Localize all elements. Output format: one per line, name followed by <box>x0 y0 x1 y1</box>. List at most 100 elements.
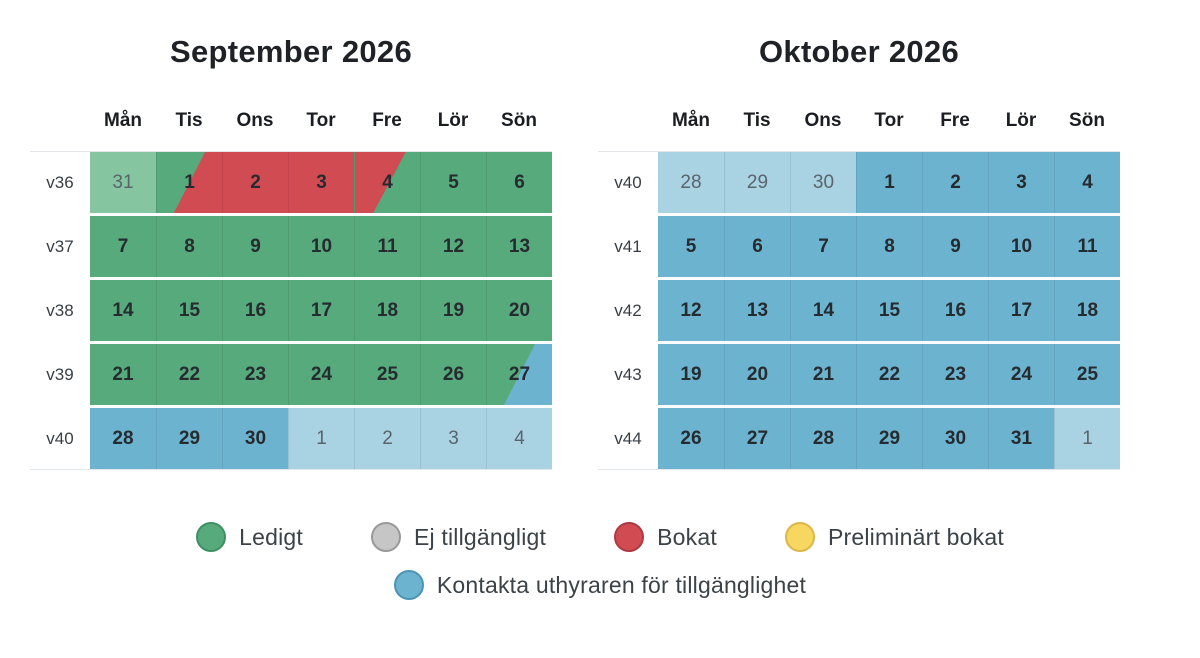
day-cell[interactable]: 31 <box>988 408 1054 469</box>
day-cell[interactable]: 17 <box>288 280 354 341</box>
day-cell[interactable]: 13 <box>486 216 552 277</box>
day-cell[interactable]: 28 <box>90 408 156 469</box>
legend-item-contact: Kontakta uthyraren för tillgänglighet <box>393 570 806 600</box>
day-cell[interactable]: 12 <box>658 280 724 341</box>
day-cell[interactable]: 8 <box>856 216 922 277</box>
day-number: 4 <box>514 427 525 449</box>
day-cell[interactable]: 30 <box>790 152 856 213</box>
day-cell[interactable]: 1 <box>1054 408 1120 469</box>
day-number: 31 <box>112 171 134 193</box>
legend-dot-free-icon <box>196 522 227 552</box>
day-cell[interactable]: 18 <box>1054 280 1120 341</box>
day-cell[interactable]: 24 <box>288 344 354 405</box>
week-row: v44 26 27 28 29 30 31 1 <box>598 408 1120 469</box>
day-cell[interactable]: 27 <box>486 344 552 405</box>
day-cell[interactable]: 2 <box>922 152 988 213</box>
week-row: v40 28 29 30 1 2 3 4 <box>30 408 552 469</box>
week-number-label: v39 <box>46 364 74 384</box>
day-number: 29 <box>178 427 201 449</box>
day-cell[interactable]: 26 <box>658 408 724 469</box>
day-cell[interactable]: 15 <box>856 280 922 341</box>
day-cell[interactable]: 26 <box>420 344 486 405</box>
day-cell[interactable]: 1 <box>856 152 922 213</box>
day-cell[interactable]: 23 <box>922 344 988 405</box>
day-cell[interactable]: 20 <box>724 344 790 405</box>
day-cell[interactable]: 20 <box>486 280 552 341</box>
day-cell[interactable]: 29 <box>724 152 790 213</box>
day-number: 13 <box>746 299 769 321</box>
day-cell[interactable]: 14 <box>90 280 156 341</box>
day-cell[interactable]: 13 <box>724 280 790 341</box>
day-cell[interactable]: 19 <box>420 280 486 341</box>
day-cell[interactable]: 31 <box>90 152 156 213</box>
day-cell[interactable]: 16 <box>222 280 288 341</box>
day-cell[interactable]: 2 <box>354 408 420 469</box>
day-cell[interactable]: 3 <box>288 152 354 213</box>
legend-dot-booked-icon <box>614 522 645 552</box>
day-cell[interactable]: 22 <box>856 344 922 405</box>
day-cell[interactable]: 11 <box>1054 216 1120 277</box>
day-number: 24 <box>1010 363 1033 385</box>
day-cell[interactable]: 7 <box>790 216 856 277</box>
day-cell[interactable]: 25 <box>354 344 420 405</box>
day-cell[interactable]: 29 <box>156 408 222 469</box>
day-cell[interactable]: 4 <box>486 408 552 469</box>
day-number: 19 <box>442 299 465 321</box>
day-cell[interactable]: 1 <box>288 408 354 469</box>
day-cell[interactable]: 28 <box>658 152 724 213</box>
day-cell[interactable]: 4 <box>1054 152 1120 213</box>
day-cell[interactable]: 4 <box>354 152 420 213</box>
day-cell[interactable]: 11 <box>354 216 420 277</box>
day-cell[interactable]: 5 <box>658 216 724 277</box>
day-number: 20 <box>508 299 531 321</box>
day-cell[interactable]: 29 <box>856 408 922 469</box>
day-cell[interactable]: 1 <box>156 152 222 213</box>
day-cell[interactable]: 9 <box>222 216 288 277</box>
day-number: 17 <box>1010 299 1033 321</box>
day-cell[interactable]: 23 <box>222 344 288 405</box>
day-cell[interactable]: 9 <box>922 216 988 277</box>
day-cell[interactable]: 14 <box>790 280 856 341</box>
day-cell[interactable]: 10 <box>988 216 1054 277</box>
week-cells: 26 27 28 29 30 31 1 <box>658 408 1120 469</box>
day-number: 31 <box>1010 427 1033 449</box>
day-cell[interactable]: 12 <box>420 216 486 277</box>
day-cell[interactable]: 5 <box>420 152 486 213</box>
legend-item-free: Ledigt <box>196 522 303 552</box>
day-cell[interactable]: 7 <box>90 216 156 277</box>
day-number: 4 <box>1082 171 1093 193</box>
day-number: 1 <box>884 171 895 193</box>
legend-dot-tentative-icon <box>784 522 815 552</box>
day-cell[interactable]: 24 <box>988 344 1054 405</box>
day-cell[interactable]: 19 <box>658 344 724 405</box>
day-cell[interactable]: 2 <box>222 152 288 213</box>
day-cell[interactable]: 6 <box>724 216 790 277</box>
day-cell[interactable]: 21 <box>790 344 856 405</box>
day-cell[interactable]: 10 <box>288 216 354 277</box>
day-cell[interactable]: 30 <box>922 408 988 469</box>
legend-row: Kontakta uthyraren för tillgänglighet <box>0 570 1200 600</box>
legend-item-tentative: Preliminärt bokat <box>784 522 1004 552</box>
weekday-header: Lör <box>1005 110 1037 131</box>
day-cell[interactable]: 8 <box>156 216 222 277</box>
day-number: 19 <box>680 363 702 385</box>
day-cell[interactable]: 17 <box>988 280 1054 341</box>
day-cell[interactable]: 6 <box>486 152 552 213</box>
weekday-header: Mån <box>672 110 710 131</box>
day-cell[interactable]: 30 <box>222 408 288 469</box>
day-cell[interactable]: 22 <box>156 344 222 405</box>
availability-legend: Ledigt Ej tillgängligt Bokat Preliminärt bo… <box>0 522 1200 600</box>
day-cell[interactable]: 25 <box>1054 344 1120 405</box>
day-cell[interactable]: 3 <box>988 152 1054 213</box>
day-cell[interactable]: 21 <box>90 344 156 405</box>
day-number: 11 <box>377 235 398 257</box>
day-number: 11 <box>1077 235 1098 257</box>
day-cell[interactable]: 15 <box>156 280 222 341</box>
day-cell[interactable]: 18 <box>354 280 420 341</box>
week-row: v39 21 22 23 24 25 26 27 <box>30 344 552 405</box>
day-cell[interactable]: 27 <box>724 408 790 469</box>
day-cell[interactable]: 28 <box>790 408 856 469</box>
day-cell[interactable]: 16 <box>922 280 988 341</box>
day-cell[interactable]: 3 <box>420 408 486 469</box>
legend-item-unavailable: Ej tillgängligt <box>370 522 546 552</box>
